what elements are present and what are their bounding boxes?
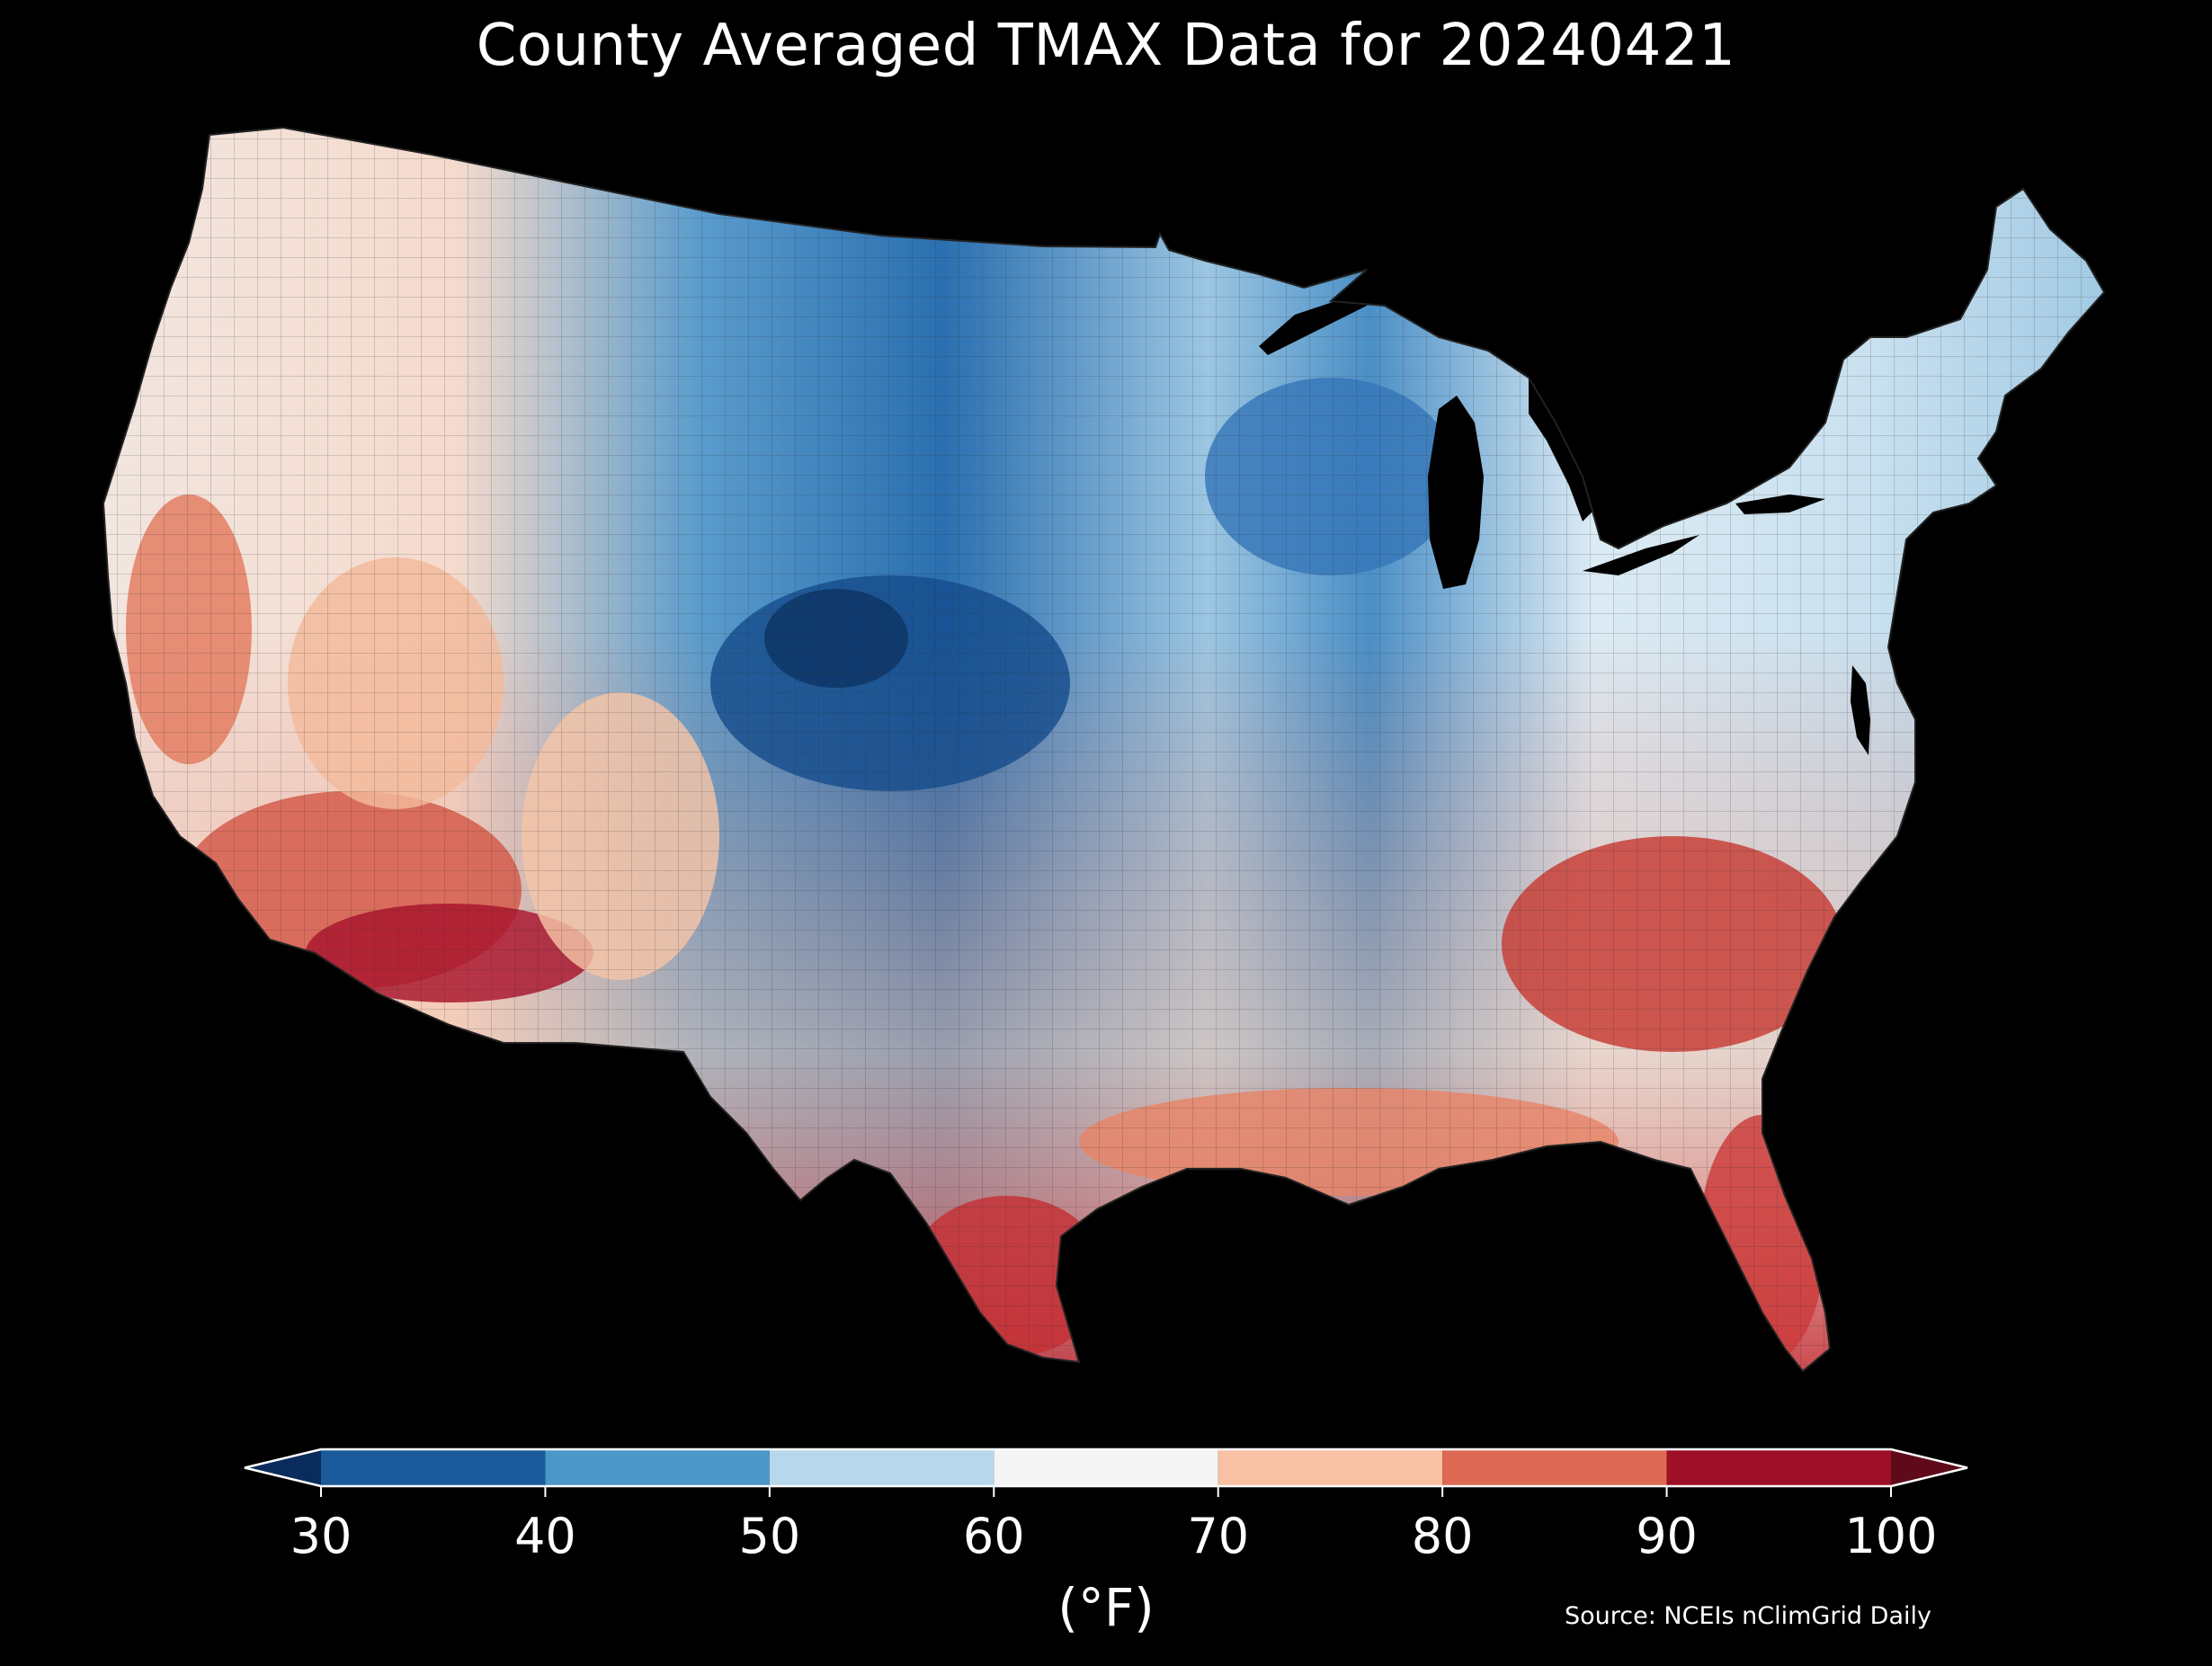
- colorbar-tick-label: 90: [1636, 1508, 1698, 1564]
- colorbar-over-arrow: [1891, 1449, 1967, 1486]
- colorbar-tick-label: 70: [1187, 1508, 1249, 1564]
- colorbar-bin: [769, 1449, 995, 1486]
- lake-michigan: [1428, 396, 1484, 589]
- colorbar-tick-label: 30: [290, 1508, 352, 1564]
- map-title: County Averaged TMAX Data for 20240421: [476, 13, 1736, 79]
- lake-superior: [1259, 279, 1385, 355]
- lake-erie: [1583, 535, 1699, 575]
- colorbar-unit-label: (°F): [1057, 1577, 1155, 1638]
- colorbar-tick-label: 100: [1844, 1508, 1937, 1564]
- source-note: Source: NCEIs nClimGrid Daily: [1565, 1602, 1931, 1630]
- colorbar-tick-label: 60: [963, 1508, 1025, 1564]
- colorbar-bin: [1442, 1449, 1667, 1486]
- colorbar-bin: [1666, 1449, 1891, 1486]
- us-landmass: [103, 128, 2104, 1371]
- lake-huron: [1529, 378, 1601, 521]
- lake-ontario: [1735, 494, 1825, 514]
- colorbar-bin: [321, 1449, 546, 1486]
- colorbar: 30 40 50 60 70 80 90 100 (°F): [244, 1448, 1968, 1638]
- county-boundaries: [103, 128, 2104, 1371]
- colorbar-bin: [994, 1449, 1218, 1486]
- colorbar-under-arrow: [245, 1449, 321, 1486]
- colorbar-tick-label: 40: [514, 1508, 576, 1564]
- colorbar-tick-label: 50: [738, 1508, 800, 1564]
- chesapeake-bay: [1851, 665, 1870, 755]
- great-lakes: [1259, 279, 1870, 755]
- colorbar-bin: [1217, 1449, 1443, 1486]
- colorbar-bin: [545, 1449, 770, 1486]
- colorbar-tick-label: 80: [1412, 1508, 1474, 1564]
